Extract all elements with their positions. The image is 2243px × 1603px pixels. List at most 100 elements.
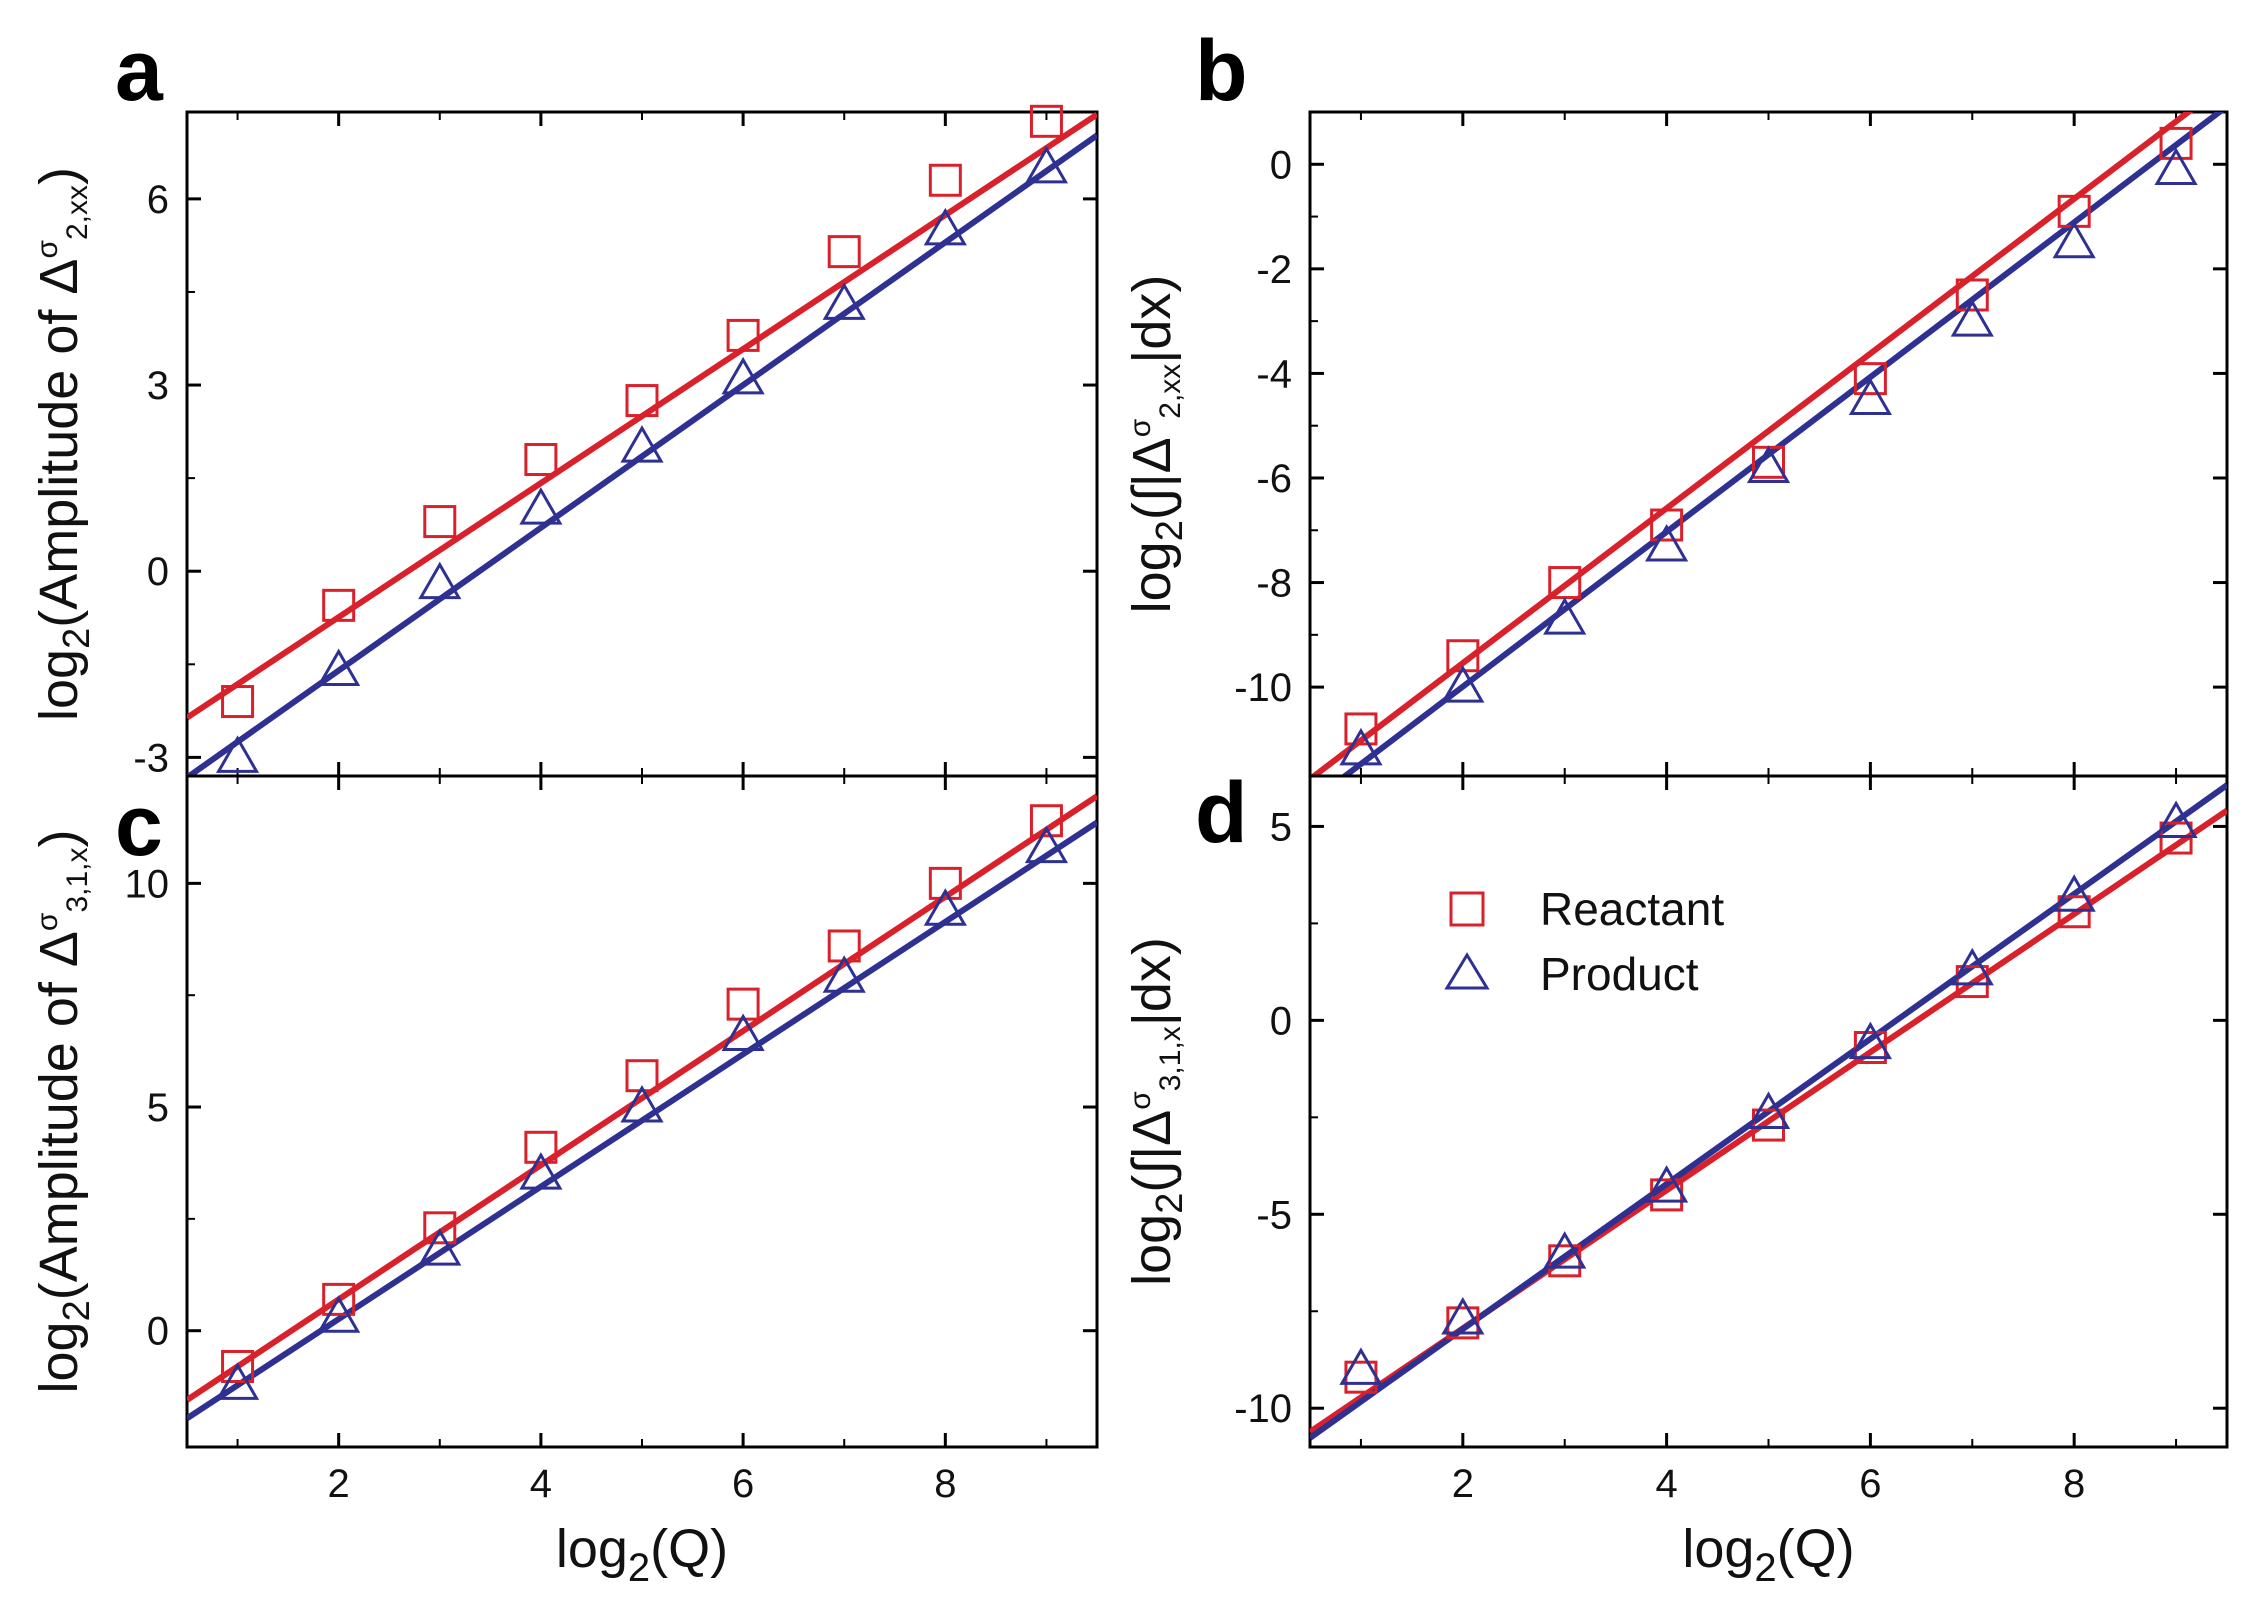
product-point — [721, 1013, 765, 1051]
reactant-point — [524, 443, 558, 477]
product-point — [1746, 445, 1791, 484]
product-point — [721, 356, 765, 395]
product-point — [2154, 800, 2198, 839]
y-axis-title: log2(∫|Δσ2,xx|dx) — [1122, 275, 1191, 614]
reactant-point — [1752, 1108, 1785, 1142]
y-tick-label: -3 — [133, 736, 169, 780]
panel-label: a — [115, 23, 164, 119]
y-tick-label: -4 — [1256, 352, 1292, 396]
legend: Reactant Product — [1444, 883, 1724, 1000]
panel-b: -10 -8 -6 -4 -2 0 log2(∫|Δσ2,xx|dx) b — [1122, 23, 2229, 778]
x-tick-label: 6 — [732, 1462, 754, 1506]
reactant-point — [221, 1349, 255, 1383]
product-point — [215, 1362, 260, 1400]
product-point — [418, 561, 462, 600]
x-tick-label: 4 — [530, 1462, 552, 1506]
y-tick-label: -10 — [1234, 666, 1292, 710]
product-point — [1950, 947, 1994, 986]
product-point — [923, 207, 967, 246]
x-tick-label: 8 — [2063, 1462, 2085, 1506]
y-tick-label: -5 — [1256, 1193, 1292, 1237]
reactant-point — [1853, 362, 1887, 396]
y-tick-label: 0 — [1270, 999, 1292, 1043]
product-point — [1339, 1347, 1383, 1385]
y-axis-title: log2(Amplitude of Δσ2,xx) — [29, 167, 98, 721]
reactant-point — [1446, 1306, 1480, 1340]
reactant-point — [221, 685, 255, 719]
reactant-point — [1853, 1031, 1887, 1065]
reactant-point — [524, 1130, 558, 1164]
reactant-point — [1029, 104, 1063, 138]
product-point — [2052, 874, 2096, 912]
product-point — [1645, 523, 1689, 562]
y-tick-label: -10 — [1234, 1387, 1292, 1431]
product-point — [519, 487, 563, 525]
panel-label: c — [115, 778, 163, 874]
product-point — [2154, 147, 2198, 186]
product-point — [317, 1295, 361, 1333]
reactant-point — [1344, 712, 1378, 746]
product-point — [1950, 299, 1994, 337]
x-tick-label: 2 — [1452, 1462, 1474, 1506]
y-tick-label: -2 — [1256, 248, 1292, 292]
y-tick-label: 0 — [1270, 143, 1292, 187]
y-axis-title: log2(∫|Δσ3,1,x|dx) — [1122, 937, 1191, 1286]
x-tick-label: 8 — [934, 1462, 956, 1506]
reactant-point — [1029, 804, 1063, 838]
product-point — [1746, 1091, 1791, 1129]
reactant-point — [423, 1211, 457, 1245]
reactant-point — [1955, 278, 1989, 312]
product-point — [923, 888, 967, 926]
y-tick-label: -6 — [1256, 457, 1292, 501]
product-point — [2052, 220, 2096, 259]
y-tick-label: -8 — [1256, 562, 1292, 606]
product-point — [215, 735, 260, 773]
fit-line-reactant — [1310, 112, 2194, 776]
reactant-point — [423, 505, 457, 539]
reactant-point — [827, 235, 861, 269]
reactant-point — [322, 1282, 356, 1316]
legend-reactant-label: Reactant — [1540, 883, 1724, 935]
y-tick-label: 5 — [147, 1086, 169, 1130]
panel-label: b — [1195, 23, 1248, 119]
legend-square-icon — [1449, 891, 1485, 927]
x-tick-label: 2 — [328, 1462, 350, 1506]
legend-triangle-icon — [1444, 952, 1490, 990]
reactant-point — [726, 318, 760, 352]
x-axis-title: log2(Q) — [556, 1519, 728, 1590]
y-tick-label: 5 — [1270, 805, 1292, 849]
reactant-point — [1955, 965, 1989, 999]
product-point — [1024, 825, 1069, 864]
reactant-point — [928, 163, 962, 197]
product-point — [620, 1085, 664, 1123]
panel-c: 2 4 6 8 0 5 10 log2(Amplitude of Δσ3,1,x) c log2(… — [29, 774, 1099, 1590]
y-axis-title: log2(Amplitude of Δσ3,1,x) — [29, 830, 98, 1394]
product-point — [822, 282, 866, 320]
product-point — [1645, 1165, 1689, 1203]
product-point — [1848, 1021, 1892, 1060]
panel-d: 2 4 6 8 -10 -5 0 5 log2(∫|Δσ3,1,x|dx) d log2(Q) — [1122, 765, 2229, 1590]
fit-line-product — [187, 132, 1097, 776]
product-point — [1441, 1296, 1485, 1335]
reactant-point — [625, 384, 659, 418]
panel-label: d — [1195, 765, 1248, 861]
reactant-point — [2159, 821, 2193, 855]
x-tick-label: 6 — [1859, 1462, 1881, 1506]
reactant-point — [1650, 508, 1684, 542]
product-point — [1441, 665, 1485, 703]
y-tick-label: 3 — [147, 364, 169, 408]
product-point — [1339, 727, 1383, 766]
legend-product-label: Product — [1540, 948, 1699, 1000]
product-point — [418, 1228, 462, 1266]
product-point — [1543, 597, 1587, 635]
product-point — [1024, 145, 1069, 184]
product-point — [1543, 1231, 1587, 1269]
product-point — [317, 648, 361, 687]
panel-a: -3 0 3 6 log2(Amplitude of Δσ2,xx)a — [29, 23, 1099, 780]
y-tick-label: 0 — [147, 550, 169, 594]
x-axis-title: log2(Q) — [1682, 1519, 1854, 1590]
reactant-point — [2159, 126, 2193, 160]
product-point — [822, 955, 866, 993]
y-tick-label: 0 — [147, 1310, 169, 1354]
